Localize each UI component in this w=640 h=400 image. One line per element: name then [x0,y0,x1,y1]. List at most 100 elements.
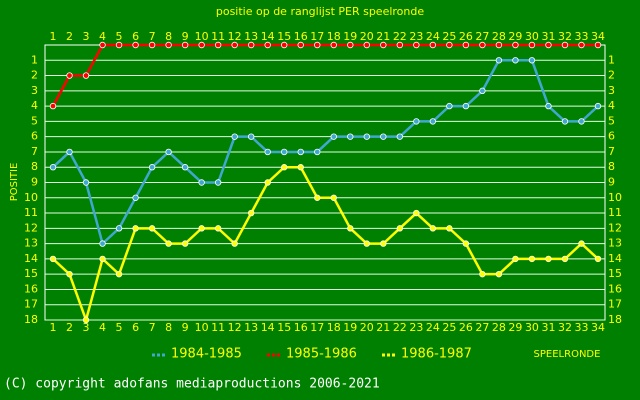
data-point [49,102,57,110]
data-point [462,41,470,49]
y-tick-label-right: 9 [608,176,615,189]
data-point [561,118,569,125]
data-point [66,270,73,278]
data-point [82,316,90,324]
data-point [281,164,288,171]
data-point [429,118,437,125]
data-point [495,270,503,278]
data-point [99,240,106,247]
data-point [594,41,602,49]
legend-label: 1984-1985 [171,347,242,362]
data-point [82,179,90,186]
data-point [396,133,404,140]
data-point [198,179,205,186]
y-tick-label-right: 5 [608,114,615,127]
data-point [561,255,569,263]
x-tick-label-top: 31 [541,30,555,43]
y-tick-label: 15 [24,267,38,280]
x-tick-label: 14 [261,321,275,334]
x-tick-label-top: 25 [442,30,456,43]
x-tick-label: 32 [558,321,572,334]
x-tick-label-top: 15 [277,30,291,43]
data-point [330,133,337,140]
data-point [181,164,189,171]
y-tick-label-right: 8 [608,160,615,173]
x-tick-label: 8 [165,321,172,334]
x-tick-label-top: 10 [195,30,209,43]
data-point [264,41,271,49]
data-point [181,240,189,247]
x-tick-label: 9 [182,321,189,334]
x-tick-label: 4 [99,321,106,334]
data-point [528,41,536,49]
data-point [66,72,73,79]
data-point [363,240,370,247]
data-point [528,255,536,263]
data-point [281,148,288,156]
x-tick-label: 27 [475,321,489,334]
data-point [231,240,238,247]
data-point [231,41,238,49]
x-tick-label: 11 [211,321,225,334]
data-point [363,133,370,140]
data-point [132,194,139,201]
x-tick-label: 7 [149,321,156,334]
y-tick-label: 12 [24,221,38,234]
y-tick-label: 16 [24,282,38,295]
data-point [561,41,569,49]
x-tick-label-top: 7 [149,30,156,43]
data-point [512,255,519,263]
data-point [528,57,536,64]
x-tick-label-top: 1 [50,30,57,43]
data-point [479,270,486,278]
data-point [380,41,387,49]
y-tick-label-right: 4 [608,99,615,112]
x-tick-label-top: 33 [574,30,588,43]
x-tick-label-top: 14 [261,30,275,43]
x-tick-label-top: 3 [83,30,90,43]
y-tick-label-right: 3 [608,84,615,97]
footer: (C) copyright adofans mediaproductions 2… [4,377,380,392]
data-point [380,133,387,140]
x-tick-label: 19 [343,321,357,334]
data-point [330,194,337,201]
x-tick-label-top: 6 [132,30,139,43]
data-point [165,240,172,247]
data-point [297,41,304,49]
data-point [462,240,470,247]
data-point [446,102,453,110]
data-point [429,41,437,49]
data-point [380,240,387,247]
y-tick-label-right: 2 [608,69,615,82]
data-point [198,41,205,49]
data-point [99,255,106,263]
data-point [49,255,57,263]
data-point [214,179,222,186]
y-tick-label-right: 7 [608,145,615,158]
y-tick-label: 3 [31,84,38,97]
y-axis-label: POSITIE [9,163,20,202]
data-point [264,179,271,186]
data-point [347,41,354,49]
x-tick-label-top: 23 [409,30,423,43]
data-point [479,87,486,95]
y-tick-label: 4 [31,99,38,112]
data-point [495,41,503,49]
y-tick-label-right: 14 [608,252,622,265]
data-point [49,164,57,171]
y-tick-label: 5 [31,114,38,127]
data-point [578,41,585,49]
data-point [396,225,404,232]
data-point [297,164,304,171]
x-tick-label: 21 [376,321,390,334]
x-tick-label: 5 [116,321,123,334]
data-point [297,148,304,156]
x-tick-label: 26 [459,321,473,334]
y-tick-label: 8 [31,160,38,173]
x-tick-label-top: 20 [360,30,374,43]
x-tick-label-top: 29 [508,30,522,43]
x-tick-label: 22 [393,321,407,334]
x-tick-label: 3 [83,321,90,334]
y-tick-label: 17 [24,298,38,311]
chart-title: positie op de ranglijst PER speelronde [216,5,425,18]
